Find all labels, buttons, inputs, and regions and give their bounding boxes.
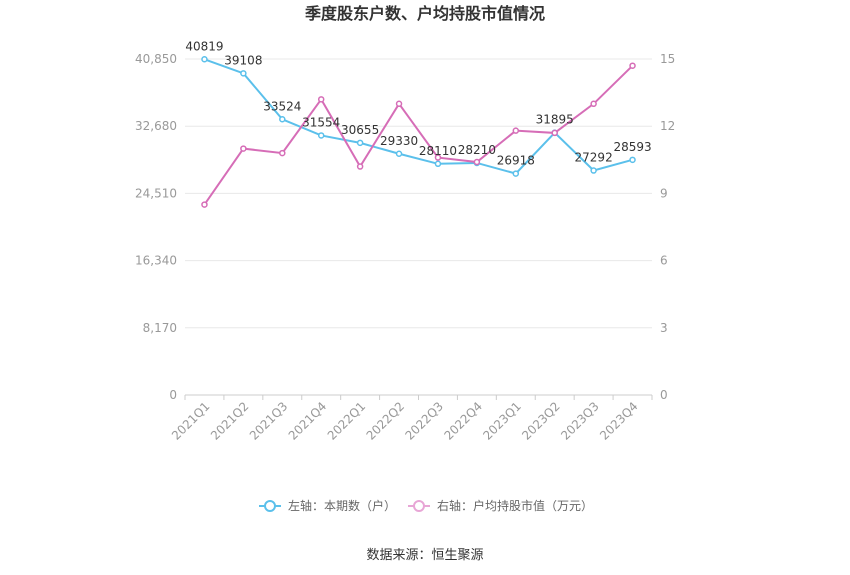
x-tick-label: 2022Q1 [325, 399, 369, 443]
x-axis: 2021Q12021Q22021Q32021Q42022Q12022Q22022… [169, 395, 653, 443]
legend-label-right: 右轴：户均持股市值（万元） [437, 498, 593, 513]
point-value[interactable] [551, 129, 558, 137]
point-value[interactable] [356, 163, 364, 170]
x-tick-label: 2023Q4 [597, 399, 641, 443]
left-tick-label: 0 [169, 388, 177, 402]
left-tick-label: 32,680 [135, 119, 177, 133]
series-line-value [203, 65, 634, 206]
x-tick-label: 2023Q3 [558, 399, 602, 443]
x-tick-label: 2021Q4 [286, 399, 330, 443]
x-tick-label: 2022Q3 [403, 399, 447, 443]
legend-item-left[interactable]: 左轴：本期数（户） [259, 498, 396, 513]
right-tick-label: 3 [660, 321, 668, 335]
point-holders[interactable] [317, 132, 325, 139]
data-label: 28593 [613, 140, 651, 154]
x-tick-label: 2021Q1 [169, 399, 213, 443]
point-value[interactable] [240, 145, 247, 152]
series-line-holders [204, 58, 633, 175]
right-tick-label: 15 [660, 52, 675, 66]
point-holders[interactable] [240, 70, 247, 77]
right-tick-label: 0 [660, 388, 668, 402]
point-value[interactable] [590, 100, 597, 108]
point-holders[interactable] [356, 139, 364, 147]
x-tick-label: 2023Q2 [519, 399, 563, 443]
data-label: 31895 [536, 113, 574, 127]
data-label: 33524 [263, 99, 301, 113]
left-axis: 0 8,170 16,340 24,510 32,680 40,850 [135, 52, 177, 402]
point-holders[interactable] [590, 167, 597, 174]
data-label: 31554 [302, 115, 340, 129]
point-value[interactable] [201, 201, 208, 208]
right-tick-label: 12 [660, 119, 675, 133]
point-holders[interactable] [629, 156, 636, 164]
left-tick-label: 40,850 [135, 52, 177, 66]
data-label: 29330 [380, 134, 418, 148]
point-holders[interactable] [201, 56, 208, 63]
data-label: 26918 [497, 154, 535, 168]
legend: 左轴：本期数（户） 右轴：户均持股市值（万元） [259, 498, 593, 513]
point-value[interactable] [473, 158, 481, 166]
right-tick-label: 9 [660, 186, 668, 200]
point-holders[interactable] [434, 160, 442, 168]
x-tick-label: 2021Q3 [247, 399, 291, 443]
data-label: 40819 [185, 39, 223, 53]
legend-item-right[interactable]: 右轴：户均持股市值（万元） [408, 498, 593, 513]
data-label: 27292 [575, 151, 613, 165]
point-value[interactable] [629, 62, 636, 69]
x-tick-label: 2021Q2 [208, 399, 252, 443]
point-value[interactable] [512, 127, 520, 134]
point-value[interactable] [395, 100, 403, 108]
x-tick-label: 2022Q2 [364, 399, 408, 443]
point-holders[interactable] [279, 116, 286, 123]
point-value[interactable] [279, 149, 286, 157]
left-tick-label: 24,510 [135, 186, 177, 200]
chart-title: 季度股东户数、户均持股市值情况 [304, 4, 545, 23]
point-holders[interactable] [395, 150, 403, 158]
data-label: 30655 [341, 123, 379, 137]
right-axis: 0 3 6 9 12 15 [660, 52, 675, 402]
x-tick-label: 2022Q4 [441, 399, 485, 443]
data-label: 28210 [458, 143, 496, 157]
point-value[interactable] [434, 154, 442, 161]
point-holders[interactable] [512, 170, 520, 177]
source-note: 数据来源：恒生聚源 [366, 548, 483, 563]
grid [185, 58, 652, 396]
point-value[interactable] [317, 96, 325, 103]
x-tick-label: 2023Q1 [480, 399, 524, 443]
data-label: 28110 [419, 144, 457, 158]
left-tick-label: 8,170 [143, 321, 177, 335]
right-tick-label: 6 [660, 254, 668, 268]
legend-label-left: 左轴：本期数（户） [288, 498, 396, 513]
data-label: 39108 [224, 53, 262, 67]
left-tick-label: 16,340 [135, 254, 177, 268]
